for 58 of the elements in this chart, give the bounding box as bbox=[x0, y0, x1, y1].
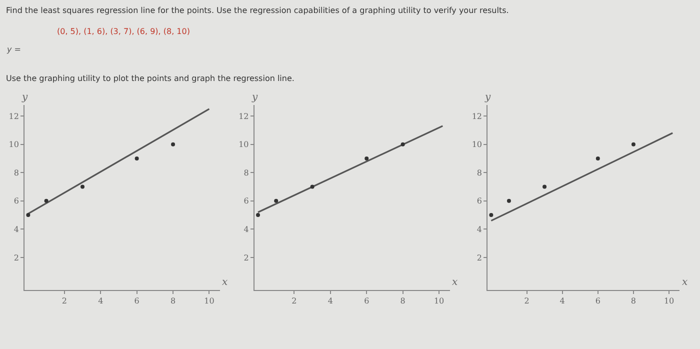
chart-subtitle: (0, 5), (1, 6), (3, 7), (6, 9), (8, 10) bbox=[57, 27, 190, 36]
text: y = bbox=[6, 45, 21, 54]
point bbox=[364, 156, 369, 160]
y-tick-label: 10 bbox=[472, 140, 482, 150]
x-tick-label: 8 bbox=[400, 296, 406, 306]
y-tick-label: 6 bbox=[244, 196, 249, 206]
x-tick-label: 8 bbox=[630, 296, 636, 306]
point bbox=[596, 156, 600, 160]
y-tick-label: 6 bbox=[14, 196, 19, 206]
y-tick-label: 2 bbox=[476, 253, 482, 262]
x-tick-label: 6 bbox=[134, 296, 140, 306]
point bbox=[256, 213, 260, 218]
x-tick-label: 10 bbox=[664, 296, 674, 306]
y-tick-label: 8 bbox=[14, 168, 19, 178]
point bbox=[489, 213, 494, 218]
x-axis-title: x bbox=[682, 277, 688, 288]
y-tick-label: 12 bbox=[8, 112, 19, 121]
y-axis-title: y bbox=[251, 92, 258, 103]
point bbox=[631, 142, 636, 146]
y-tick-label: 2 bbox=[14, 253, 19, 262]
x-tick-label: 6 bbox=[364, 296, 370, 306]
y-tick-label: 12 bbox=[238, 112, 249, 121]
point bbox=[506, 198, 511, 203]
x-axis-title: x bbox=[222, 277, 228, 288]
x-tick-label: 2 bbox=[292, 296, 297, 306]
x-tick-label: 8 bbox=[170, 296, 176, 306]
point bbox=[542, 184, 547, 189]
x-tick-label: 2 bbox=[62, 296, 67, 306]
point bbox=[171, 142, 176, 146]
y-tick-label: 12 bbox=[472, 112, 482, 121]
x-tick-label: 10 bbox=[434, 296, 444, 306]
text: Find the least squares regression line for the points. Use the regression capabilities of a graphing utility to verify your results. bbox=[6, 6, 509, 15]
text: Use the graphing utility to plot the points and graph the regression line. bbox=[6, 74, 294, 83]
x-tick-label: 4 bbox=[328, 296, 333, 306]
x-tick-label: 10 bbox=[204, 296, 214, 306]
y-tick-label: 8 bbox=[244, 168, 249, 178]
y-axis-title: y bbox=[484, 92, 491, 103]
y-tick-label: 4 bbox=[14, 224, 19, 234]
x-tick-label: 2 bbox=[524, 296, 530, 306]
y-tick-label: 10 bbox=[8, 140, 19, 150]
x-axis-title: x bbox=[452, 277, 458, 288]
point bbox=[26, 213, 30, 218]
y-tick-label: 10 bbox=[238, 140, 249, 150]
y-tick-label: 2 bbox=[244, 253, 249, 262]
y-tick-label: 4 bbox=[476, 224, 482, 234]
point bbox=[44, 198, 48, 203]
point bbox=[134, 156, 139, 160]
point bbox=[80, 184, 85, 189]
y-tick-label: 4 bbox=[244, 224, 249, 234]
point bbox=[274, 198, 278, 203]
x-tick-label: 4 bbox=[98, 296, 104, 306]
x-tick-label: 6 bbox=[595, 296, 600, 306]
point bbox=[400, 142, 405, 146]
y-axis-title: y bbox=[21, 92, 28, 103]
y-tick-label: 8 bbox=[476, 168, 482, 178]
y-tick-label: 6 bbox=[476, 196, 482, 206]
point bbox=[310, 184, 314, 189]
x-tick-label: 4 bbox=[560, 296, 565, 306]
